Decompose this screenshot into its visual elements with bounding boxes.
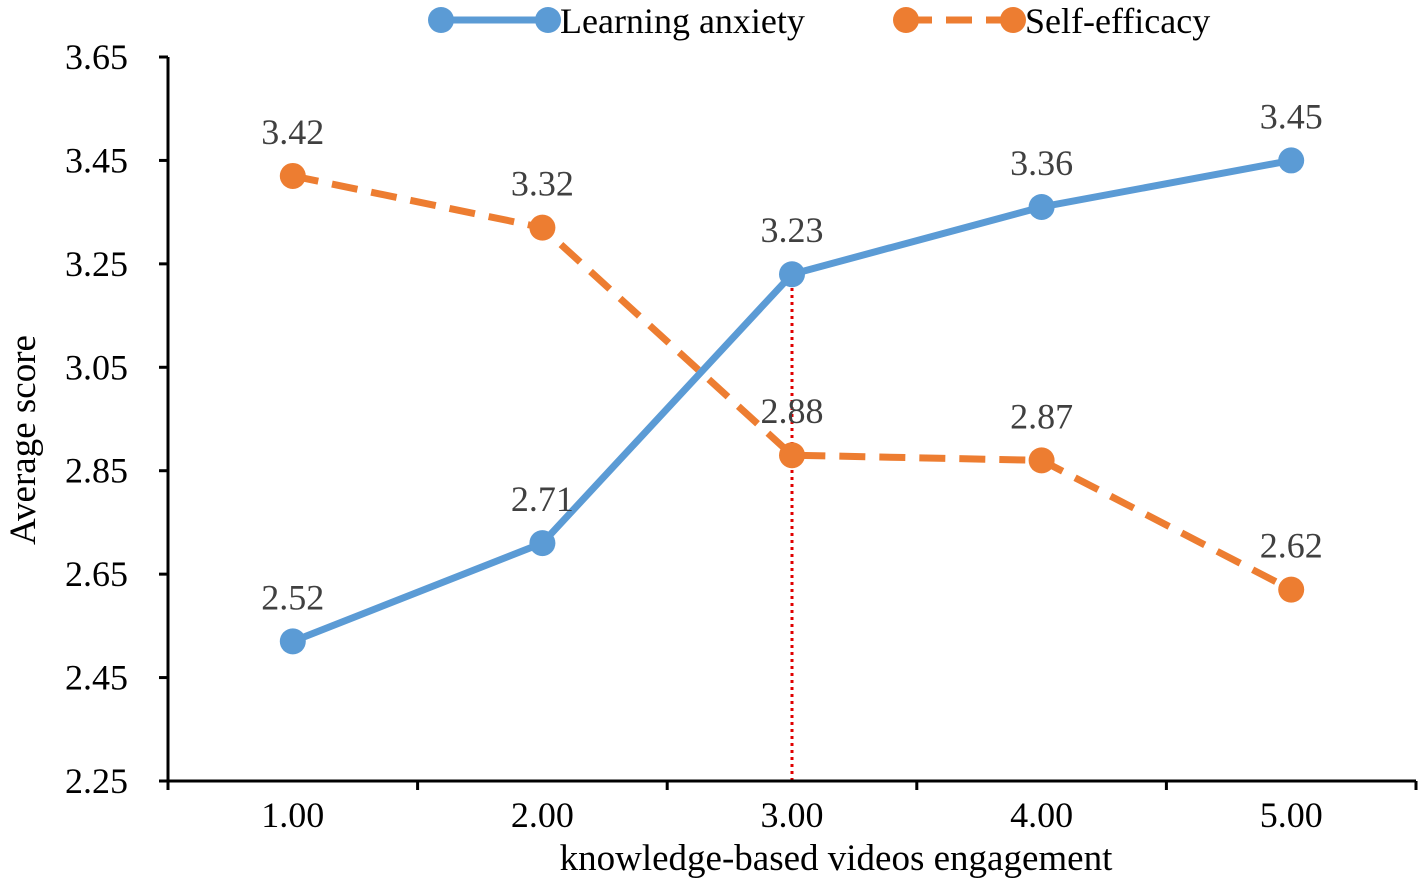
data-label: 3.42 [261, 112, 324, 152]
data-point [279, 162, 306, 189]
x-tick-label: 5.00 [1260, 795, 1323, 835]
data-point [1278, 147, 1305, 174]
data-point [779, 442, 805, 469]
data-label: 3.36 [1010, 143, 1073, 183]
data-point [779, 261, 805, 288]
legend-marker [1000, 7, 1026, 33]
x-tick-label: 1.00 [261, 795, 324, 835]
data-point [279, 628, 306, 655]
data-label: 2.87 [1010, 396, 1073, 436]
x-axis-title: knowledge-based videos engagement [560, 838, 1113, 879]
series-line [292, 172, 1293, 593]
data-label: 2.52 [261, 577, 324, 617]
legend-marker [893, 7, 919, 33]
data-label-layer: 2.52 2.71 3.23 3.36 3.45 3.42 3.32 2.88 2.87 2.62 [261, 96, 1322, 617]
legend: Learning anxiety Self-efficacy [428, 1, 1210, 41]
x-tick-label: 3.00 [761, 795, 824, 835]
data-label: 2.62 [1260, 526, 1323, 566]
legend-label: Learning anxiety [560, 1, 805, 41]
data-label: 3.32 [511, 164, 574, 204]
x-tick-label: 4.00 [1010, 795, 1073, 835]
data-point [1028, 193, 1055, 220]
legend-label: Self-efficacy [1025, 1, 1210, 41]
data-point [1028, 447, 1055, 474]
data-label: 3.45 [1260, 96, 1323, 136]
y-tick-label: 2.25 [65, 761, 128, 801]
x-tick-label: 2.00 [511, 795, 574, 835]
legend-marker [535, 7, 561, 33]
data-point [529, 530, 556, 557]
y-tick-label: 2.45 [65, 658, 128, 698]
y-tick-label: 3.25 [65, 244, 128, 284]
legend-marker [428, 7, 454, 33]
data-label: 2.88 [761, 391, 824, 431]
series-layer [279, 147, 1305, 655]
y-tick-label: 2.65 [65, 554, 128, 594]
y-tick-label: 3.65 [65, 37, 128, 77]
data-point [1278, 576, 1305, 603]
data-label: 3.23 [761, 210, 824, 250]
y-tick-label: 3.05 [65, 347, 128, 387]
y-tick-label: 3.45 [65, 140, 128, 180]
y-tick-label: 2.85 [65, 451, 128, 491]
data-label: 2.71 [511, 479, 574, 519]
data-point [529, 214, 556, 241]
axes-layer: 2.25 2.45 2.65 2.85 3.05 3.25 3.45 3.65 1.00 2.00… [65, 37, 1418, 835]
y-axis-title: Average score [3, 335, 44, 545]
